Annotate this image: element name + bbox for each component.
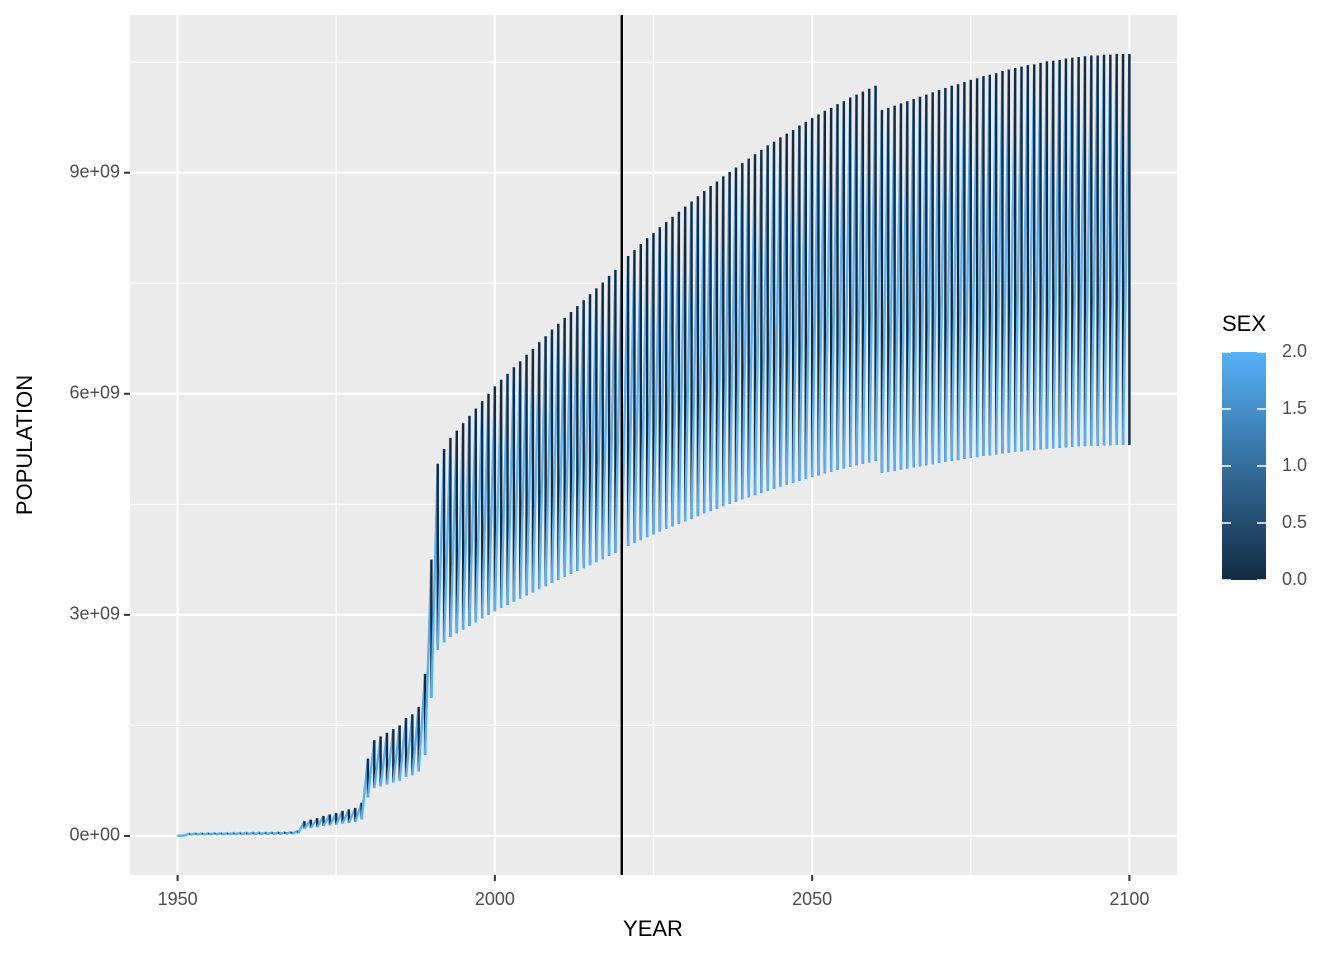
- colorbar-tick-label: 1.5: [1282, 398, 1307, 418]
- legend-title: SEX: [1222, 311, 1266, 336]
- y-tick-label: 9e+09: [69, 161, 120, 181]
- x-tick-label: 2050: [792, 889, 832, 909]
- y-axis-title: POPULATION: [12, 375, 37, 515]
- y-tick-label: 3e+09: [69, 604, 120, 624]
- y-tick-label: 0e+00: [69, 825, 120, 845]
- colorbar-tick-label: 0.0: [1282, 569, 1307, 589]
- x-tick-label: 1950: [158, 889, 198, 909]
- y-tick-label: 6e+09: [69, 383, 120, 403]
- colorbar-tick-label: 2.0: [1282, 341, 1307, 361]
- x-tick-label: 2100: [1109, 889, 1149, 909]
- colorbar-tick-label: 1.0: [1282, 455, 1307, 475]
- x-tick-label: 2000: [475, 889, 515, 909]
- colorbar-tick-label: 0.5: [1282, 512, 1307, 532]
- x-axis-title: YEAR: [623, 916, 683, 941]
